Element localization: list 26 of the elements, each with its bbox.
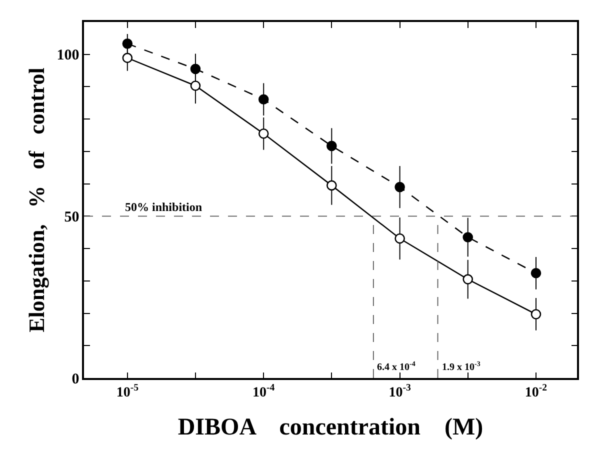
x-tick-label: 10$^{-3}$ <box>388 382 411 401</box>
point <box>326 180 337 191</box>
point <box>190 80 201 91</box>
point <box>258 94 269 104</box>
point <box>258 128 269 139</box>
x-tick-label: 10$^{-2}$ <box>524 382 548 401</box>
point <box>122 52 133 64</box>
point <box>394 182 405 192</box>
point <box>462 232 474 242</box>
point <box>462 274 474 284</box>
point <box>530 309 542 320</box>
point <box>530 268 542 278</box>
y-axis-title: Elongation, % of control <box>24 68 50 332</box>
point <box>122 38 133 49</box>
y-tick-label: 100 <box>56 48 80 64</box>
point <box>394 233 405 244</box>
point <box>190 64 201 74</box>
point <box>326 140 337 152</box>
x-tick-label: 10$^{-4}$ <box>252 382 275 401</box>
y-tick-label: 50 <box>64 209 80 226</box>
x-axis-title: DIBOA concentration (M) <box>178 414 484 440</box>
ref-line-label: 1.9 x 10$^{-3}$ <box>442 360 481 374</box>
x-tick-label: 10$^{-5}$ <box>116 382 139 401</box>
y-tick-label: 0 <box>72 371 80 388</box>
ref-line-label: 6.4 x 10$^{-4}$ <box>377 360 416 374</box>
ref-line-label: 50% inhibition <box>125 200 202 214</box>
